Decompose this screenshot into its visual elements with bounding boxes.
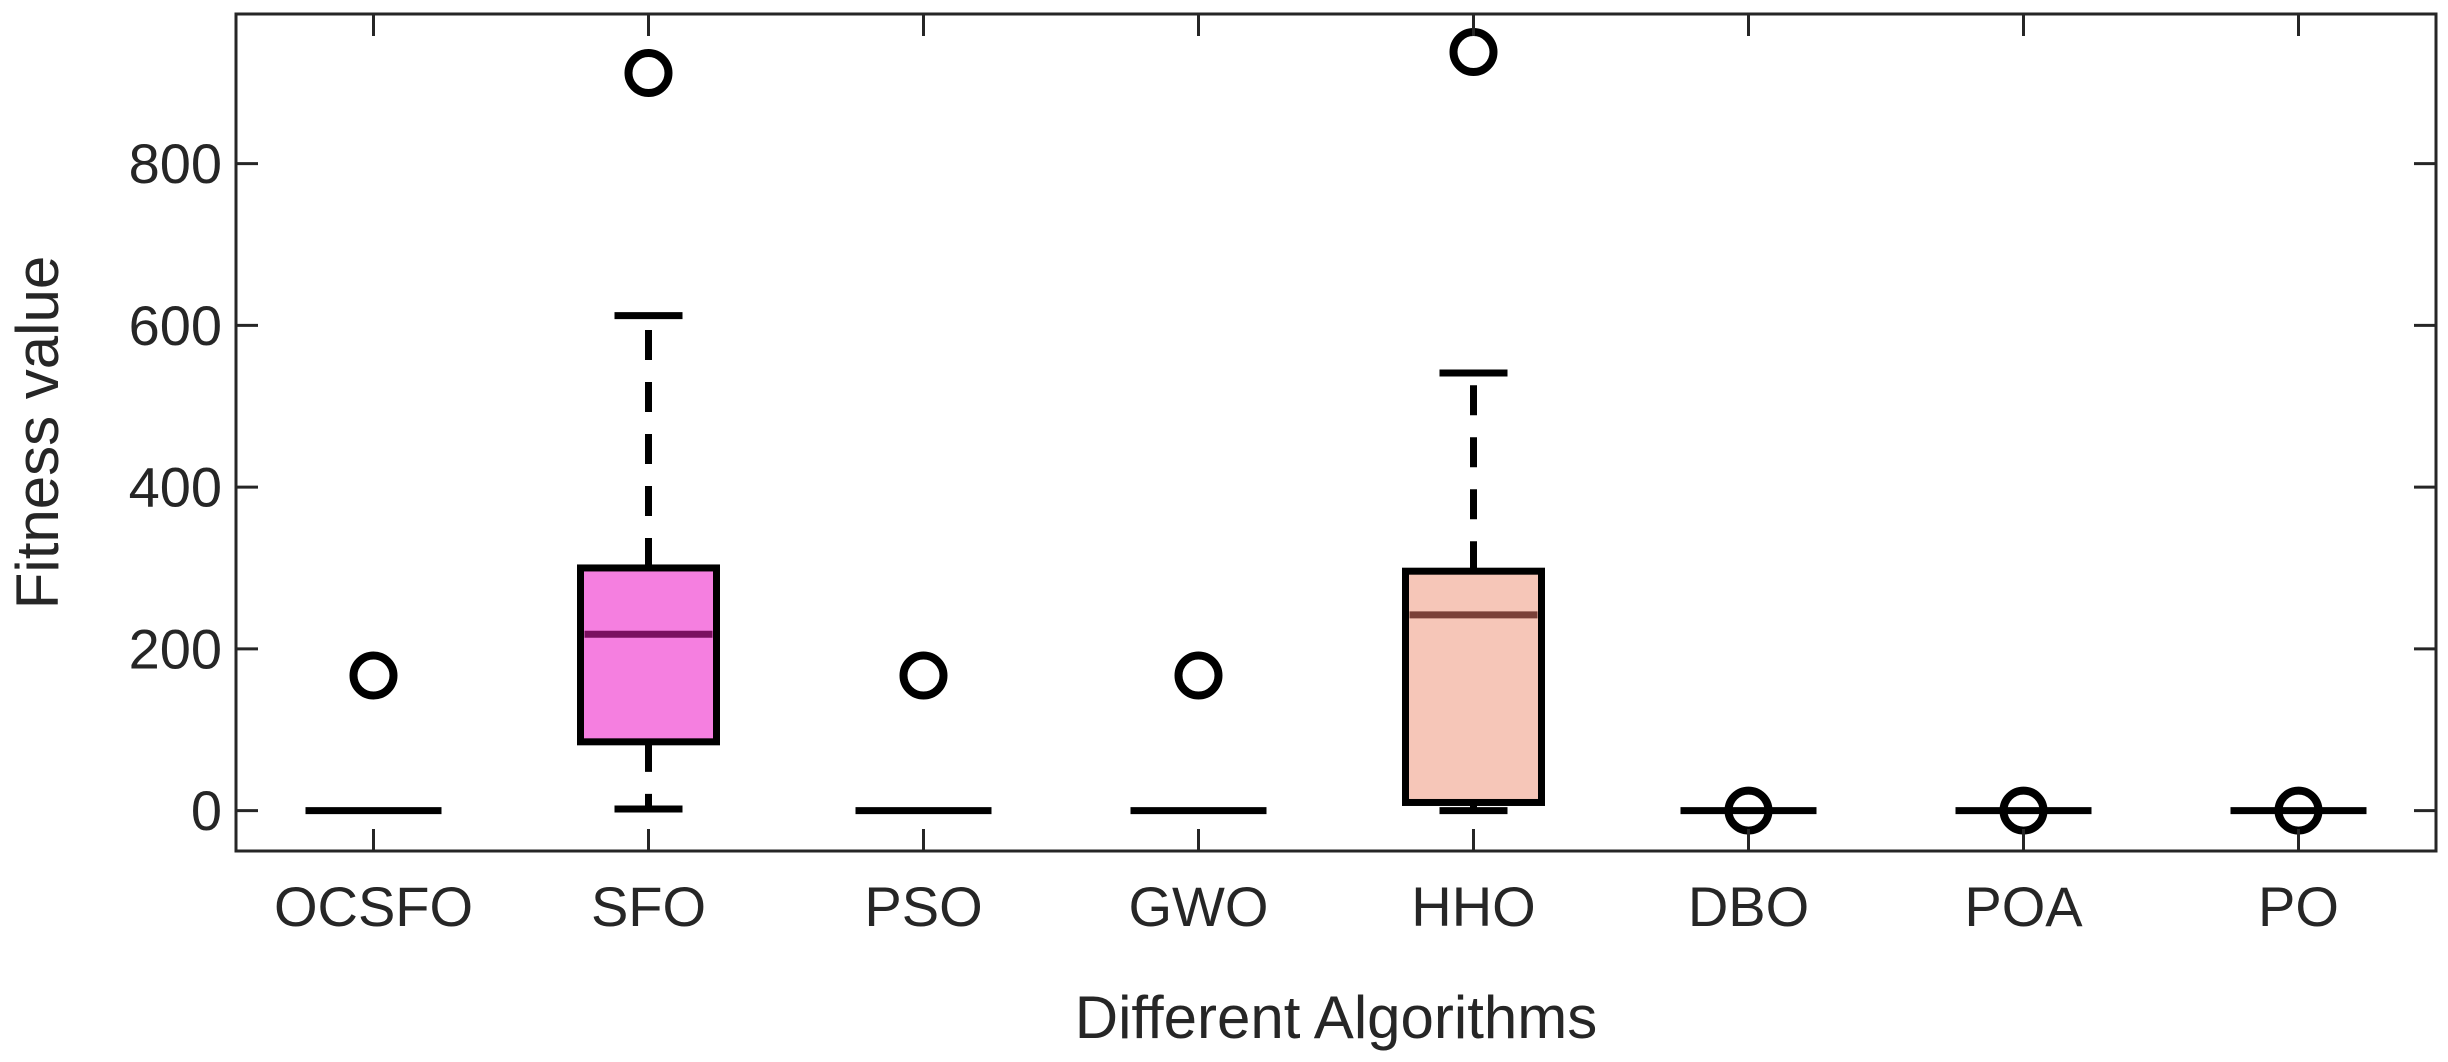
box-group — [1130, 651, 1267, 815]
x-tick-label: DBO — [1688, 875, 1809, 938]
x-tick-label: PSO — [864, 875, 982, 938]
x-tick-label: OCSFO — [274, 875, 473, 938]
plot-marks — [305, 28, 2367, 835]
x-tick-label: GWO — [1129, 875, 1269, 938]
x-axis-title: Different Algorithms — [1075, 984, 1597, 1051]
y-tick-label: 0 — [191, 779, 222, 842]
x-tick-label: HHO — [1411, 875, 1535, 938]
box-group — [855, 651, 992, 815]
box — [1402, 567, 1545, 806]
axis-ticks: 0 200 400 600 800 OCSFO SFO PSO GWO HHO DBO POA PO — [129, 14, 2436, 938]
x-tick-label: POA — [1964, 875, 2083, 938]
outlier-point — [899, 651, 948, 700]
y-tick-label: 400 — [129, 456, 222, 519]
box — [577, 564, 720, 746]
outlier-point — [1174, 651, 1223, 700]
axes-frame — [234, 12, 2438, 853]
x-tick-label: SFO — [591, 875, 706, 938]
y-tick-label: 600 — [129, 294, 222, 357]
outlier-point — [624, 49, 673, 98]
y-tick-label: 800 — [129, 132, 222, 195]
box-group — [1402, 28, 1545, 815]
box-group — [577, 49, 720, 813]
box-group — [305, 651, 442, 815]
outlier-point — [349, 651, 398, 700]
x-tick-label: PO — [2258, 875, 2339, 938]
y-axis-title: Fitness value — [4, 256, 71, 610]
y-tick-label: 200 — [129, 617, 222, 680]
